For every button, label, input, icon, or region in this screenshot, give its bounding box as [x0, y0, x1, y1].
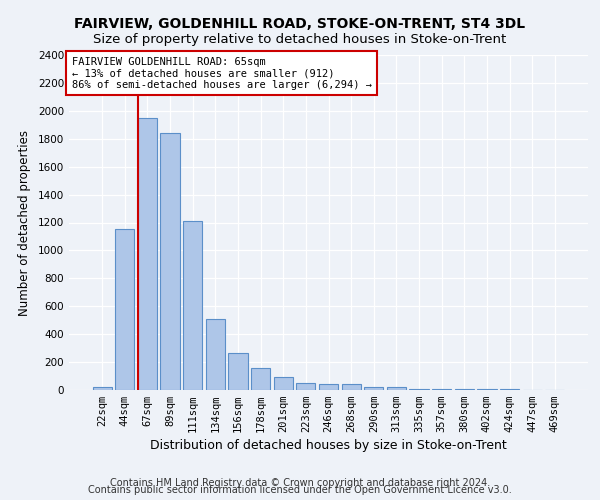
Bar	[296, 383, 316, 390]
Bar	[229, 353, 248, 390]
Text: Size of property relative to detached houses in Stoke-on-Trent: Size of property relative to detached ho…	[94, 32, 506, 46]
Bar	[183, 221, 202, 390]
Bar	[115, 230, 134, 390]
Y-axis label: Number of detached properties: Number of detached properties	[18, 130, 31, 316]
Text: Contains public sector information licensed under the Open Government Licence v3: Contains public sector information licen…	[88, 485, 512, 495]
Bar	[274, 378, 293, 390]
Bar	[432, 389, 451, 390]
X-axis label: Distribution of detached houses by size in Stoke-on-Trent: Distribution of detached houses by size …	[150, 440, 507, 452]
Bar	[138, 118, 157, 390]
Bar	[251, 368, 270, 390]
Text: FAIRVIEW, GOLDENHILL ROAD, STOKE-ON-TRENT, ST4 3DL: FAIRVIEW, GOLDENHILL ROAD, STOKE-ON-TREN…	[74, 18, 526, 32]
Text: Contains HM Land Registry data © Crown copyright and database right 2024.: Contains HM Land Registry data © Crown c…	[110, 478, 490, 488]
Bar	[160, 133, 180, 390]
Text: FAIRVIEW GOLDENHILL ROAD: 65sqm
← 13% of detached houses are smaller (912)
86% o: FAIRVIEW GOLDENHILL ROAD: 65sqm ← 13% of…	[71, 56, 371, 90]
Bar	[319, 384, 338, 390]
Bar	[409, 389, 428, 390]
Bar	[387, 387, 406, 390]
Bar	[206, 319, 225, 390]
Bar	[92, 386, 112, 390]
Bar	[364, 386, 383, 390]
Bar	[341, 384, 361, 390]
